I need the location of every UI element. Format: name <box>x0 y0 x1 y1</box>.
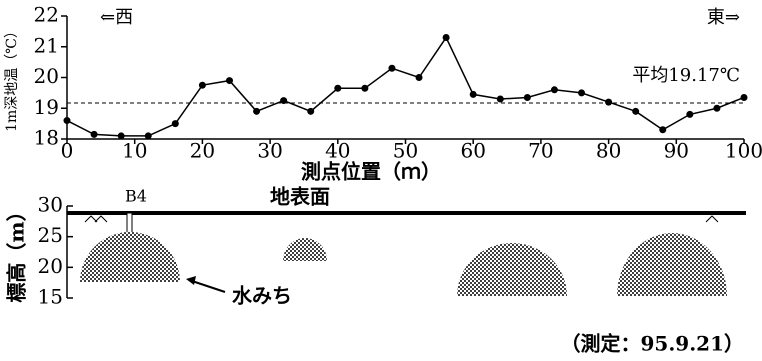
point <box>118 132 125 139</box>
section-y-tick-label: 30 <box>38 193 63 217</box>
point <box>443 34 450 41</box>
y-tick-label: 18 <box>34 126 59 150</box>
x-tick-label: 100 <box>725 139 762 163</box>
point <box>199 82 206 89</box>
borehole-label: B4 <box>125 187 147 206</box>
x-tick-label: 20 <box>190 139 215 163</box>
west-label: ⇐西 <box>100 7 133 28</box>
x-tick-label: 90 <box>664 139 689 163</box>
x-tick-label: 30 <box>257 139 282 163</box>
arrow <box>192 281 225 292</box>
point <box>741 94 748 101</box>
water-path <box>80 232 180 282</box>
point <box>361 85 368 92</box>
point <box>551 86 558 93</box>
section-y-tick-label: 25 <box>38 223 63 247</box>
point <box>578 89 585 96</box>
surface-label: 地表面 <box>270 185 330 209</box>
east-label: 東⇒ <box>707 7 740 28</box>
mean-label: 平均19.17℃ <box>632 65 740 86</box>
x-tick-label: 80 <box>596 139 621 163</box>
point <box>388 65 395 72</box>
point <box>497 96 504 103</box>
line <box>67 38 744 136</box>
point <box>334 85 341 92</box>
point <box>470 91 477 98</box>
x-tick-label: 60 <box>460 139 485 163</box>
point <box>307 108 314 115</box>
water-path <box>617 233 727 296</box>
point <box>524 94 531 101</box>
y-tick-label: 21 <box>34 33 59 57</box>
point <box>280 97 287 104</box>
water-label: 水みち <box>232 284 292 308</box>
water-path <box>283 238 327 261</box>
point <box>172 120 179 127</box>
water-path <box>457 243 567 296</box>
point <box>632 108 639 115</box>
x-tick-label: 0 <box>61 139 74 163</box>
x-tick-label: 40 <box>325 139 350 163</box>
point <box>686 111 693 118</box>
arrow-head <box>186 276 196 285</box>
x-axis-label: 測点位置（ｍ） <box>301 160 441 184</box>
y-tick-label: 22 <box>34 3 59 27</box>
section-y-tick-label: 20 <box>38 254 63 278</box>
ground-mark <box>85 216 107 222</box>
point <box>659 126 666 133</box>
x-tick-label: 10 <box>122 139 147 163</box>
point <box>226 77 233 84</box>
point <box>91 131 98 138</box>
section-y-label: 標高（m） <box>5 201 29 302</box>
point <box>416 74 423 81</box>
point <box>253 108 260 115</box>
figure: ⇐西 東⇒ 平均19.17℃ 1m深地温（℃） 測点位置（ｍ） 標高（m） 地表… <box>0 0 762 361</box>
section-y-tick-label: 15 <box>38 285 63 309</box>
point <box>145 132 152 139</box>
y-tick-label: 20 <box>34 64 59 88</box>
x-tick-label: 70 <box>528 139 553 163</box>
date-note: （測定：95.9.21） <box>560 332 744 356</box>
y-axis-label: 1m深地温（℃） <box>4 24 20 132</box>
point <box>64 117 71 124</box>
point <box>713 105 720 112</box>
point <box>605 99 612 106</box>
y-tick-label: 19 <box>34 95 59 119</box>
x-tick-label: 50 <box>393 139 418 163</box>
ground-mark <box>706 216 718 222</box>
